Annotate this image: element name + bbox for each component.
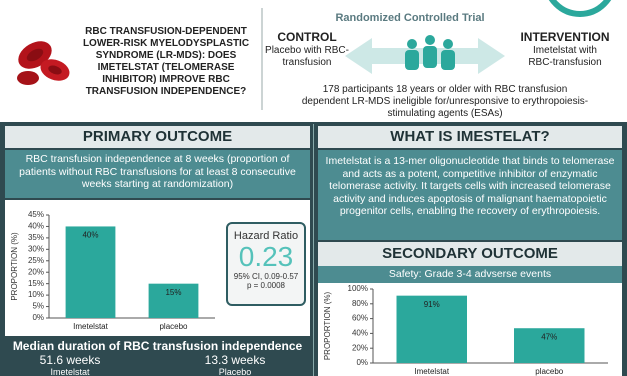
what-is-text: Imetelstat is a 13-mer oligonucleotide t… <box>318 150 622 240</box>
median-title: Median duration of RBC transfusion indep… <box>12 339 303 353</box>
y-tick-label: 5% <box>32 302 44 311</box>
value-label: 15% <box>165 288 181 297</box>
trial-type: Randomized Controlled Trial <box>335 12 485 24</box>
what-is-title: WHAT IS IMESTELAT? <box>318 126 622 148</box>
y-tick-label: 40% <box>352 329 368 338</box>
value-label: 40% <box>82 231 98 240</box>
primary-description: RBC transfusion independence at 8 weeks … <box>5 150 310 198</box>
y-tick-label: 40% <box>28 222 44 231</box>
y-tick-label: 45% <box>28 210 44 219</box>
control-title: CONTROL <box>277 30 337 44</box>
y-tick-label: 20% <box>28 267 44 276</box>
x-tick-label: placebo <box>159 322 188 331</box>
x-tick-label: Imetelstat <box>414 367 449 376</box>
median-placebo-value: 13.3 weeks <box>204 353 266 367</box>
value-label: 47% <box>541 332 557 341</box>
divider <box>313 124 314 376</box>
y-axis-label: PROPORTION (%) <box>323 292 332 361</box>
y-tick-label: 60% <box>352 314 368 323</box>
y-tick-label: 0% <box>356 358 368 367</box>
median-imetelstat-value: 51.6 weeks <box>39 353 101 367</box>
primary-chart: PROPORTION (%) 0% 5% 10% 15% 20% 25% 30% 35% 40% 4… <box>10 210 215 331</box>
median-placebo-label: Placebo <box>218 367 252 376</box>
y-tick-label: 20% <box>352 343 368 352</box>
primary-title: PRIMARY OUTCOME <box>5 126 310 148</box>
secondary-subtitle: Safety: Grade 3-4 advserse events <box>318 266 622 283</box>
y-tick-label: 80% <box>352 299 368 308</box>
y-tick-label: 30% <box>28 244 44 253</box>
hazard-box: Hazard Ratio 0.23 95% CI, 0.09-0.57 p = … <box>226 222 306 306</box>
y-tick-label: 15% <box>28 279 44 288</box>
secondary-title: SECONDARY OUTCOME <box>318 242 622 266</box>
hazard-ci: 95% CI, 0.09-0.57 <box>233 272 299 281</box>
hazard-value: 0.23 <box>238 241 294 272</box>
bar <box>148 283 199 318</box>
secondary-chart: PROPORTION (%) 0% 20% 40% 60% 80% 100% Imetelst… <box>323 284 608 376</box>
intervention-text: Imetelstat with RBC-transfusion <box>528 45 602 68</box>
hazard-title: Hazard Ratio <box>233 230 299 242</box>
control-text: Placebo with RBC-transfusion <box>265 45 349 68</box>
intervention-title: INTERVENTION <box>520 30 610 44</box>
median-imetelstat-label: Imetelstat <box>50 367 90 376</box>
value-label: 91% <box>424 300 440 309</box>
y-tick-label: 100% <box>348 284 368 293</box>
bar <box>514 328 585 363</box>
hazard-p: p = 0.0008 <box>246 281 286 290</box>
y-tick-label: 10% <box>28 290 44 299</box>
bar <box>396 295 467 363</box>
y-tick-label: 25% <box>28 256 44 265</box>
study-question: RBC TRANSFUSION-DEPENDENT LOWER-RISK MYE… <box>82 26 250 97</box>
header-graphics <box>17 0 612 110</box>
participants: 178 participants 18 years or older with … <box>301 84 589 119</box>
y-axis-label: PROPORTION (%) <box>10 232 19 301</box>
x-tick-label: Imetelstat <box>73 322 108 331</box>
bar <box>65 226 116 318</box>
x-tick-label: placebo <box>535 367 564 376</box>
y-tick-label: 35% <box>28 233 44 242</box>
y-tick-label: 0% <box>32 313 44 322</box>
